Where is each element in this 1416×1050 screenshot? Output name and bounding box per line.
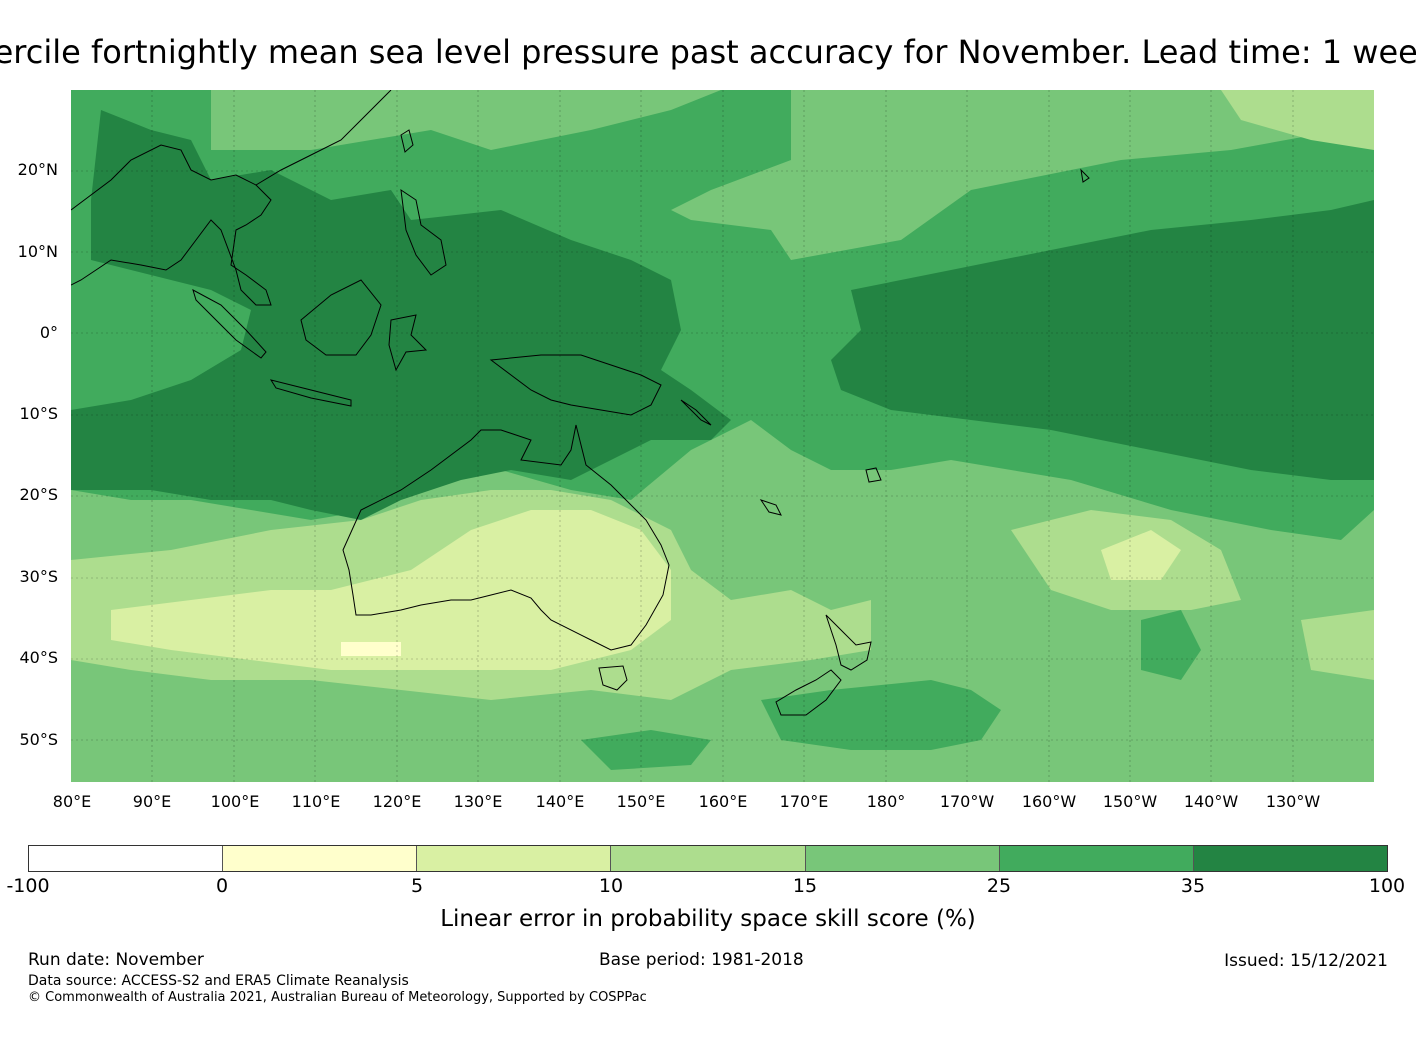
lat-label-50s: 50°S (19, 730, 58, 749)
borneo-coastline (300, 279, 382, 356)
lon-label-110e: 110°E (291, 792, 341, 811)
lat-label-30s: 30°S (19, 567, 58, 586)
lon-label-160w: 160°W (1021, 792, 1077, 811)
lat-label-20s: 20°S (19, 485, 58, 504)
lat-label-0: 0° (39, 323, 58, 342)
lon-label-90e: 90°E (132, 792, 172, 811)
region-10-15-se (1301, 610, 1374, 680)
colorbar-segment (29, 846, 224, 871)
pacific-island-3 (680, 399, 712, 426)
taiwan-coastline (400, 129, 414, 153)
australia-coastline (342, 424, 670, 651)
region-5-10-east (1101, 530, 1181, 580)
colorbar-tick: 15 (792, 875, 818, 897)
lon-label-100e: 100°E (210, 792, 260, 811)
lat-label-10s: 10°S (19, 404, 58, 423)
graticule (71, 90, 1374, 782)
region-0-5-speck (341, 642, 401, 656)
issued-date: Issued: 15/12/2021 (1224, 951, 1388, 971)
sumatra-coastline (192, 288, 267, 359)
colorbar-segment (805, 846, 1000, 871)
new-zealand-north-coastline (825, 614, 872, 671)
lat-label-40s: 40°S (19, 648, 58, 667)
region-35-100-pacific (831, 200, 1374, 480)
skill-map-svg (71, 90, 1374, 782)
base-period: Base period: 1981-2018 (599, 950, 804, 970)
colorbar-tick: 100 (1368, 875, 1406, 897)
colorbar-segment (1193, 846, 1387, 871)
colorbar-tick: 25 (986, 875, 1012, 897)
lon-label-170w: 170°W (939, 792, 995, 811)
lon-label-170e: 170°E (779, 792, 829, 811)
java-coastline (269, 379, 352, 407)
region-25-35-south-2 (581, 730, 711, 770)
colorbar-segment (417, 846, 612, 871)
tasmania-coastline (598, 665, 628, 691)
region-25-35-south-3 (1141, 610, 1201, 680)
colorbar-tick: 10 (598, 875, 624, 897)
lon-label-160e: 160°E (698, 792, 748, 811)
se-asia-coastline (71, 144, 272, 306)
philippines-coastline (400, 188, 447, 276)
region-10-15-ne (1221, 90, 1374, 150)
lat-label-10n: 10°N (17, 242, 58, 261)
lon-label-120e: 120°E (372, 792, 422, 811)
map-title: Tercile fortnightly mean sea level press… (0, 30, 1416, 74)
colorbar-tick: 5 (410, 875, 424, 897)
lon-label-150e: 150°E (616, 792, 666, 811)
lon-label-130e: 130°E (453, 792, 503, 811)
new-zealand-south-coastline (775, 669, 842, 716)
china-coastline (255, 90, 392, 186)
skill-map (71, 90, 1374, 782)
pacific-island-1 (759, 499, 782, 516)
region-35-100-maritime (71, 110, 731, 520)
map-title-text: Tercile fortnightly mean sea level press… (0, 33, 1416, 71)
data-source: Data source: ACCESS-S2 and ERA5 Climate … (28, 973, 409, 989)
colorbar-segment (611, 846, 806, 871)
pacific-island-4 (1080, 168, 1090, 183)
colorbar-tick: -100 (6, 875, 50, 897)
lon-label-80e: 80°E (52, 792, 92, 811)
colorbar-label: Linear error in probability space skill … (440, 906, 976, 932)
lon-label-150w: 150°W (1102, 792, 1158, 811)
colorbar-tick: 35 (1180, 875, 1206, 897)
colorbar-segment (223, 846, 418, 871)
lon-label-130w: 130°W (1265, 792, 1321, 811)
colorbar-segment (999, 846, 1194, 871)
copyright: © Commonwealth of Australia 2021, Austra… (28, 990, 647, 1005)
region-25-35-south-1 (761, 680, 1001, 750)
region-5-10-south-aus (111, 510, 671, 670)
pacific-island-2 (865, 467, 882, 483)
colorbar (28, 845, 1388, 872)
run-date: Run date: November (28, 950, 204, 970)
new-guinea-coastline (489, 354, 662, 416)
lon-label-140e: 140°E (535, 792, 585, 811)
sulawesi-coastline (388, 314, 428, 372)
lon-label-180: 180° (866, 792, 906, 811)
lon-label-140w: 140°W (1183, 792, 1239, 811)
colorbar-tick: 0 (215, 875, 229, 897)
lat-label-20n: 20°N (17, 160, 58, 179)
